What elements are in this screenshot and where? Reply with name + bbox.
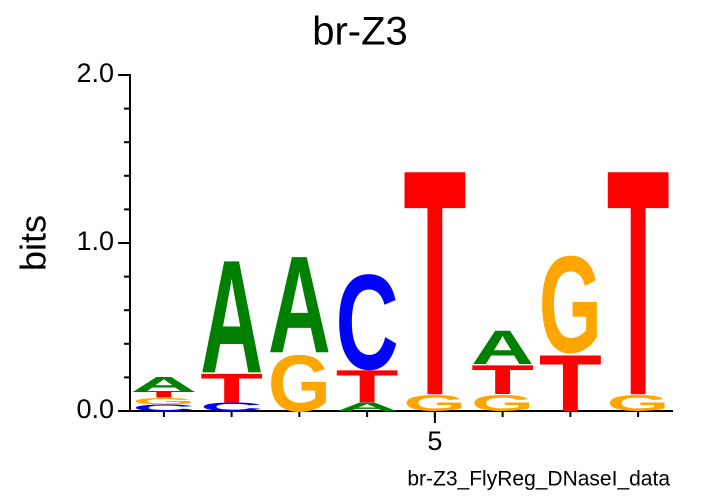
logo-letter: T <box>132 389 195 399</box>
logo-letter: G <box>471 390 534 416</box>
logo-letter: T <box>336 362 399 413</box>
footer: br-Z3_FlyReg_DNaseI_data <box>407 468 670 491</box>
logo-letter: G <box>607 390 670 416</box>
y-axis-label: bits <box>13 215 54 271</box>
x-tick-label: 5 <box>427 426 442 456</box>
y-tick-label: 1.0 <box>76 226 114 256</box>
logo-letter: T <box>607 102 670 463</box>
logo-letter: C <box>200 401 263 414</box>
logo-letter: G <box>132 396 195 406</box>
logo-letter: G <box>539 227 602 382</box>
chart-title: br-Z3 <box>312 10 408 54</box>
logo-letter: A <box>336 401 399 414</box>
logo-letter: G <box>403 390 466 416</box>
y-tick-label: 2.0 <box>76 58 114 88</box>
logo-letter: T <box>403 102 466 463</box>
logo-letter: A <box>200 228 263 407</box>
logo-letter: G <box>268 339 331 429</box>
logo-letter: A <box>132 372 195 395</box>
logo-letter: T <box>471 357 534 403</box>
logo-letter: A <box>471 320 534 374</box>
logo-letter: T <box>539 339 602 429</box>
y-tick-label: 0.0 <box>76 394 114 424</box>
logo-letter: T <box>200 366 263 412</box>
logo-letter: A <box>268 227 331 382</box>
logo-letter: C <box>132 403 195 413</box>
logo-letter: C <box>336 247 399 399</box>
